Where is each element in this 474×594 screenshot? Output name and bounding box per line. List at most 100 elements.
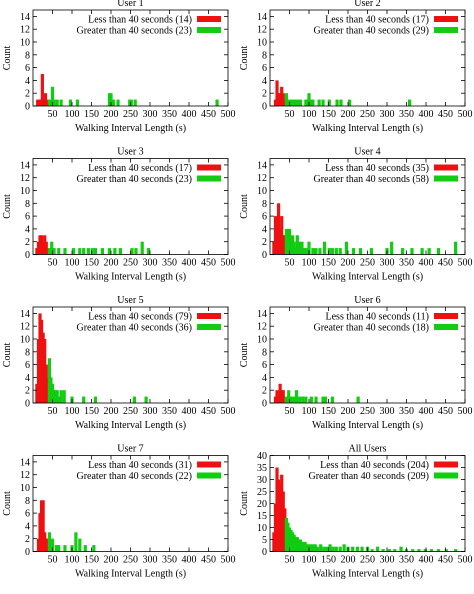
legend-label-green: Greater than 40 seconds (58) [313, 174, 429, 185]
bar-green [411, 549, 415, 552]
x-tick-label: 400 [419, 258, 434, 269]
x-tick-label: 150 [84, 258, 99, 269]
x-tick-label: 250 [360, 258, 375, 269]
x-tick-label: 250 [123, 406, 138, 417]
x-tick-label: 400 [419, 406, 434, 417]
bar-green [390, 241, 394, 255]
x-tick-label: 200 [104, 406, 119, 417]
y-tick-label: 2 [262, 89, 267, 100]
x-tick-label: 300 [143, 555, 158, 566]
x-axis-label: Walking Interval Length (s) [75, 272, 186, 283]
y-tick-label: 12 [257, 322, 267, 333]
bar-green [302, 248, 306, 255]
x-tick-label: 50 [285, 109, 295, 120]
y-tick-label: 10 [20, 186, 30, 197]
bar-green [109, 93, 113, 106]
legend-swatch-red [197, 164, 221, 171]
x-axis-label: Walking Interval Length (s) [75, 123, 186, 134]
y-tick-label: 6 [262, 63, 267, 74]
x-tick-label: 250 [360, 406, 375, 417]
legend-swatch-green [434, 472, 458, 479]
x-tick-label: 200 [341, 258, 356, 269]
bar-red [40, 74, 44, 106]
x-axis-label: Walking Interval Length (s) [75, 569, 186, 580]
y-tick-label: 12 [20, 470, 30, 481]
bar-green [298, 241, 302, 255]
bar-green [132, 396, 136, 403]
bar-green [381, 549, 385, 552]
y-tick-label: 10 [257, 38, 267, 49]
bar-green [100, 248, 105, 255]
bar-green [311, 544, 315, 552]
bar-green [351, 248, 356, 255]
x-tick-label: 300 [143, 406, 158, 417]
x-axis-label: Walking Interval Length (s) [312, 272, 423, 283]
panel-title: User 7 [117, 444, 143, 455]
bar-green [140, 241, 144, 255]
bar-green [338, 248, 342, 255]
x-tick-label: 100 [302, 406, 317, 417]
bar-green [291, 99, 295, 106]
panel-title: User 2 [354, 0, 380, 9]
bar-green [319, 544, 323, 552]
legend-swatch-red [434, 313, 458, 319]
bar-green [317, 99, 321, 106]
y-tick-label: 0 [262, 547, 267, 558]
legend-swatch-green [434, 324, 458, 330]
x-tick-label: 200 [104, 555, 119, 566]
legend-swatch-green [434, 27, 458, 33]
bar-green [57, 396, 61, 403]
x-tick-label: 50 [48, 258, 58, 269]
y-tick-label: 2 [25, 386, 30, 397]
x-tick-label: 300 [380, 555, 395, 566]
x-tick-label: 150 [84, 109, 99, 120]
x-tick-label: 300 [143, 109, 158, 120]
bar-green [144, 396, 148, 403]
y-tick-label: 6 [262, 360, 267, 371]
y-tick-label: 0 [25, 399, 30, 410]
y-tick-label: 10 [257, 335, 267, 346]
x-tick-label: 50 [285, 555, 295, 566]
x-tick-label: 300 [380, 109, 395, 120]
bar-green [304, 396, 308, 403]
x-tick-label: 400 [419, 555, 434, 566]
bar-green [287, 390, 291, 403]
bar-green [399, 546, 403, 552]
bar-green [289, 99, 293, 106]
x-tick-label: 350 [399, 406, 414, 417]
panel-title: User 3 [117, 147, 143, 158]
bar-green [134, 248, 138, 255]
bar-green [82, 396, 86, 403]
y-tick-label: 12 [257, 25, 267, 36]
x-tick-label: 450 [438, 109, 453, 120]
chart-panel-3: 0 2 46 8 10 12 14 50 100 150 200 250 300 350 400 450 500… [2, 147, 236, 283]
bar-green [387, 549, 391, 552]
bar-green [335, 99, 339, 106]
y-tick-label: 12 [20, 25, 30, 36]
bar-green [294, 390, 299, 403]
bar-green [369, 248, 373, 255]
bar-green [300, 241, 304, 255]
y-tick-label: 4 [25, 373, 30, 384]
y-tick-label: 2 [25, 237, 30, 248]
bar-green [393, 549, 397, 552]
y-tick-label: 14 [257, 160, 267, 171]
bar-green [113, 248, 117, 255]
legend-label-red: Less than 40 seconds (17) [88, 163, 192, 174]
bar-green [347, 99, 352, 106]
bar-green [427, 248, 431, 255]
y-tick-label: 6 [25, 509, 30, 520]
legend-swatch-green [197, 324, 221, 330]
bar-green [130, 248, 134, 255]
bar-green [308, 544, 313, 552]
y-tick-label: 10 [20, 335, 30, 346]
bar-green [423, 549, 427, 552]
y-tick-label: 0 [25, 102, 30, 113]
bar-green [284, 93, 288, 106]
y-tick-label: 8 [25, 496, 30, 507]
y-tick-label: 6 [262, 212, 267, 223]
bar-green [306, 544, 310, 552]
bar-green [54, 545, 58, 552]
legend-swatch-green [197, 472, 221, 479]
bar-green [59, 99, 63, 106]
